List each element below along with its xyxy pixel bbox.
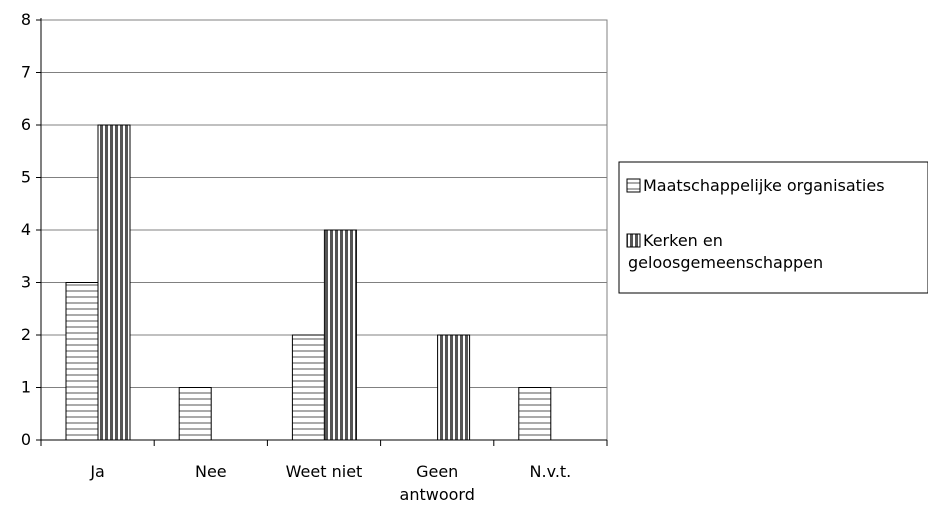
y-tick-label: 6 xyxy=(21,115,31,134)
x-tick-label: Weet niet xyxy=(286,462,363,481)
legend-label: geloosgemeenschappen xyxy=(628,253,823,272)
axes: 0 1 2 3 4 5 6 7 8 Ja Nee Weet niet Geen antwoord N.v.t… xyxy=(21,10,608,504)
y-tick-label: 3 xyxy=(21,273,31,292)
bar-maatschappelijke-organisaties-4 xyxy=(518,387,552,441)
y-tick-label: 1 xyxy=(21,378,31,397)
legend-label: Kerken en xyxy=(643,231,723,250)
bar-maatschappelijke-organisaties-2 xyxy=(291,334,325,441)
legend-label: Maatschappelijke organisaties xyxy=(643,176,885,195)
bar-kerken-en-geloosgemeenschappen-0 xyxy=(97,124,131,441)
bar-maatschappelijke-organisaties-1 xyxy=(178,387,212,441)
y-tick-label: 7 xyxy=(21,63,31,82)
x-tick-label: Ja xyxy=(89,462,105,481)
y-tick-label: 4 xyxy=(21,220,31,239)
y-tick-label: 5 xyxy=(21,168,31,187)
legend-swatch xyxy=(626,233,641,248)
y-tick-label: 0 xyxy=(21,430,31,449)
y-tick-label: 2 xyxy=(21,325,31,344)
bar-kerken-en-geloosgemeenschappen-2 xyxy=(323,229,357,441)
bars xyxy=(65,124,552,441)
gridlines xyxy=(41,19,607,388)
x-tick-label: antwoord xyxy=(400,485,475,504)
legend: Maatschappelijke organisaties Kerken en ge… xyxy=(618,161,928,294)
x-tick-label: N.v.t. xyxy=(530,462,572,481)
x-tick-label: Nee xyxy=(195,462,227,481)
bar-kerken-en-geloosgemeenschappen-3 xyxy=(437,334,471,441)
bar-maatschappelijke-organisaties-0 xyxy=(65,282,99,441)
legend-swatch xyxy=(626,178,641,193)
x-tick-label: Geen xyxy=(416,462,458,481)
legend-box xyxy=(618,161,928,294)
y-tick-label: 8 xyxy=(21,10,31,29)
